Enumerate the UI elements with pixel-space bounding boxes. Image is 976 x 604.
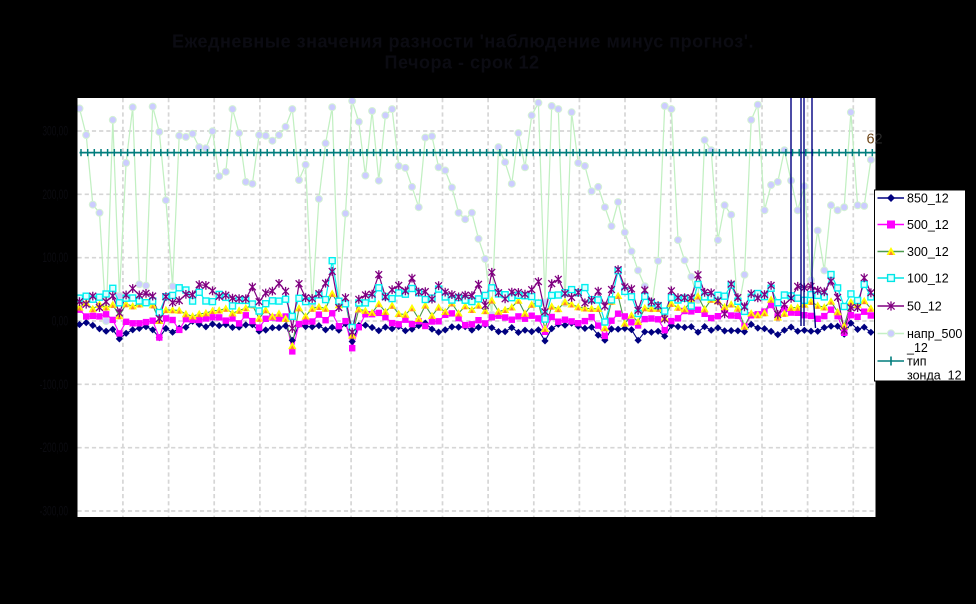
svg-text:850_12: 850_12 [907, 192, 949, 206]
svg-text:_12: _12 [906, 341, 928, 355]
svg-text:2: 2 [875, 132, 883, 148]
svg-text:200,00: 200,00 [42, 188, 68, 202]
svg-text:Ежедневные значения разности ': Ежедневные значения разности 'наблюдение… [172, 32, 754, 52]
svg-text:зонда_12: зонда_12 [907, 369, 962, 383]
svg-text:6: 6 [867, 132, 875, 148]
svg-text:100,00: 100,00 [42, 251, 68, 265]
svg-text:напр_500: напр_500 [907, 327, 962, 341]
svg-text:300,00: 300,00 [42, 125, 68, 139]
svg-text:-100,00: -100,00 [40, 378, 68, 392]
svg-text:500_12: 500_12 [907, 218, 949, 232]
svg-text:50_12: 50_12 [907, 300, 942, 314]
svg-text:-300,00: -300,00 [40, 505, 68, 519]
svg-text:100_12: 100_12 [907, 272, 949, 286]
svg-text:тип: тип [907, 355, 926, 369]
svg-text:Печора - срок 12: Печора - срок 12 [385, 53, 540, 73]
svg-text:-200,00: -200,00 [40, 441, 68, 455]
svg-text:0,00: 0,00 [52, 315, 68, 329]
svg-text:300_12: 300_12 [907, 245, 949, 259]
